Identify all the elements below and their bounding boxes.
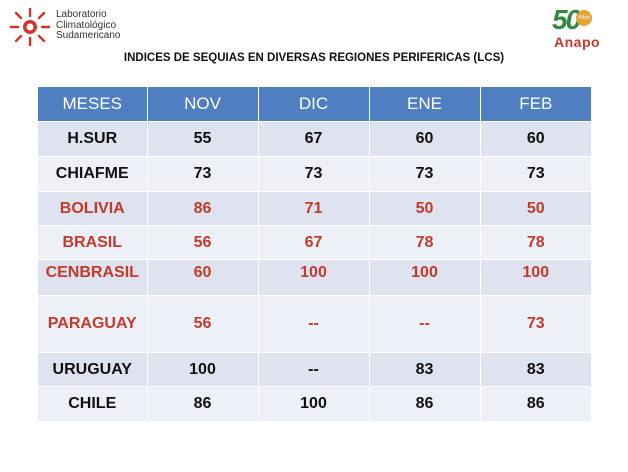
anapo-fifty-text: 50 [552, 4, 581, 35]
region-cell: BRASIL [38, 225, 148, 260]
header-cell-feb: FEB [480, 87, 591, 122]
table-row: CENBRASIL 60 100 100 100 [38, 259, 591, 296]
value-cell: 73 [147, 156, 259, 192]
value-cell: 86 [147, 191, 259, 226]
table-row: H.SUR 55 67 60 60 [38, 121, 591, 157]
value-cell: 50 [480, 191, 591, 226]
region-cell: URUGUAY [38, 352, 148, 387]
value-cell: 73 [480, 156, 591, 192]
value-cell: 67 [258, 225, 370, 260]
table-row: PARAGUAY 56 -- -- 73 [38, 295, 591, 353]
region-cell: CHIAFME [38, 156, 148, 192]
value-cell: 83 [369, 352, 481, 387]
page-title: INDICES DE SEQUIAS EN DIVERSAS REGIONES … [123, 52, 505, 64]
header-cell-dic: DIC [258, 87, 370, 122]
anapo-logo: 50 Años Anapo [546, 4, 616, 52]
header-cell-meses: MESES [38, 87, 148, 122]
table-row: CHIAFME 73 73 73 73 [38, 156, 591, 192]
header-cell-nov: NOV [147, 87, 259, 122]
drought-index-table: MESES NOV DIC ENE FEB H.SUR 55 67 60 60 … [38, 87, 591, 421]
anapo-years-badge: Años [576, 10, 592, 26]
region-cell: H.SUR [38, 121, 148, 157]
value-cell: 83 [480, 352, 591, 387]
lcs-logo-text: Laboratorio Climatológico Sudamericano [56, 9, 121, 41]
value-cell: -- [258, 352, 370, 387]
value-cell: 100 [369, 259, 481, 296]
value-cell: 100 [480, 259, 591, 296]
region-cell: BOLIVIA [38, 191, 148, 226]
value-cell: -- [258, 295, 370, 353]
header-cell-ene: ENE [369, 87, 481, 122]
table-row: BRASIL 56 67 78 78 [38, 225, 591, 260]
table-row: CHILE 86 100 86 86 [38, 386, 591, 421]
value-cell: 73 [369, 156, 481, 192]
value-cell: 86 [147, 386, 259, 421]
value-cell: 86 [369, 386, 481, 421]
value-cell: 50 [369, 191, 481, 226]
value-cell: 73 [480, 295, 591, 353]
region-cell: CENBRASIL [38, 259, 148, 296]
value-cell: 60 [369, 121, 481, 157]
value-cell: 60 [480, 121, 591, 157]
value-cell: 100 [147, 352, 259, 387]
value-cell: 78 [369, 225, 481, 260]
value-cell: 78 [480, 225, 591, 260]
value-cell: 100 [258, 386, 370, 421]
table-row: BOLIVIA 86 71 50 50 [38, 191, 591, 226]
value-cell: 56 [147, 295, 259, 353]
table-header-row: MESES NOV DIC ENE FEB [38, 87, 591, 122]
value-cell: -- [369, 295, 481, 353]
header: Laboratorio Climatológico Sudamericano 5… [0, 0, 628, 52]
value-cell: 100 [258, 259, 370, 296]
value-cell: 71 [258, 191, 370, 226]
region-cell: CHILE [38, 386, 148, 421]
sun-logo-icon [9, 7, 51, 47]
value-cell: 73 [258, 156, 370, 192]
value-cell: 55 [147, 121, 259, 157]
value-cell: 60 [147, 259, 259, 296]
value-cell: 86 [480, 386, 591, 421]
anapo-name: Anapo [554, 34, 601, 50]
region-cell: PARAGUAY [38, 295, 148, 353]
value-cell: 56 [147, 225, 259, 260]
value-cell: 67 [258, 121, 370, 157]
table-row: URUGUAY 100 -- 83 83 [38, 352, 591, 387]
